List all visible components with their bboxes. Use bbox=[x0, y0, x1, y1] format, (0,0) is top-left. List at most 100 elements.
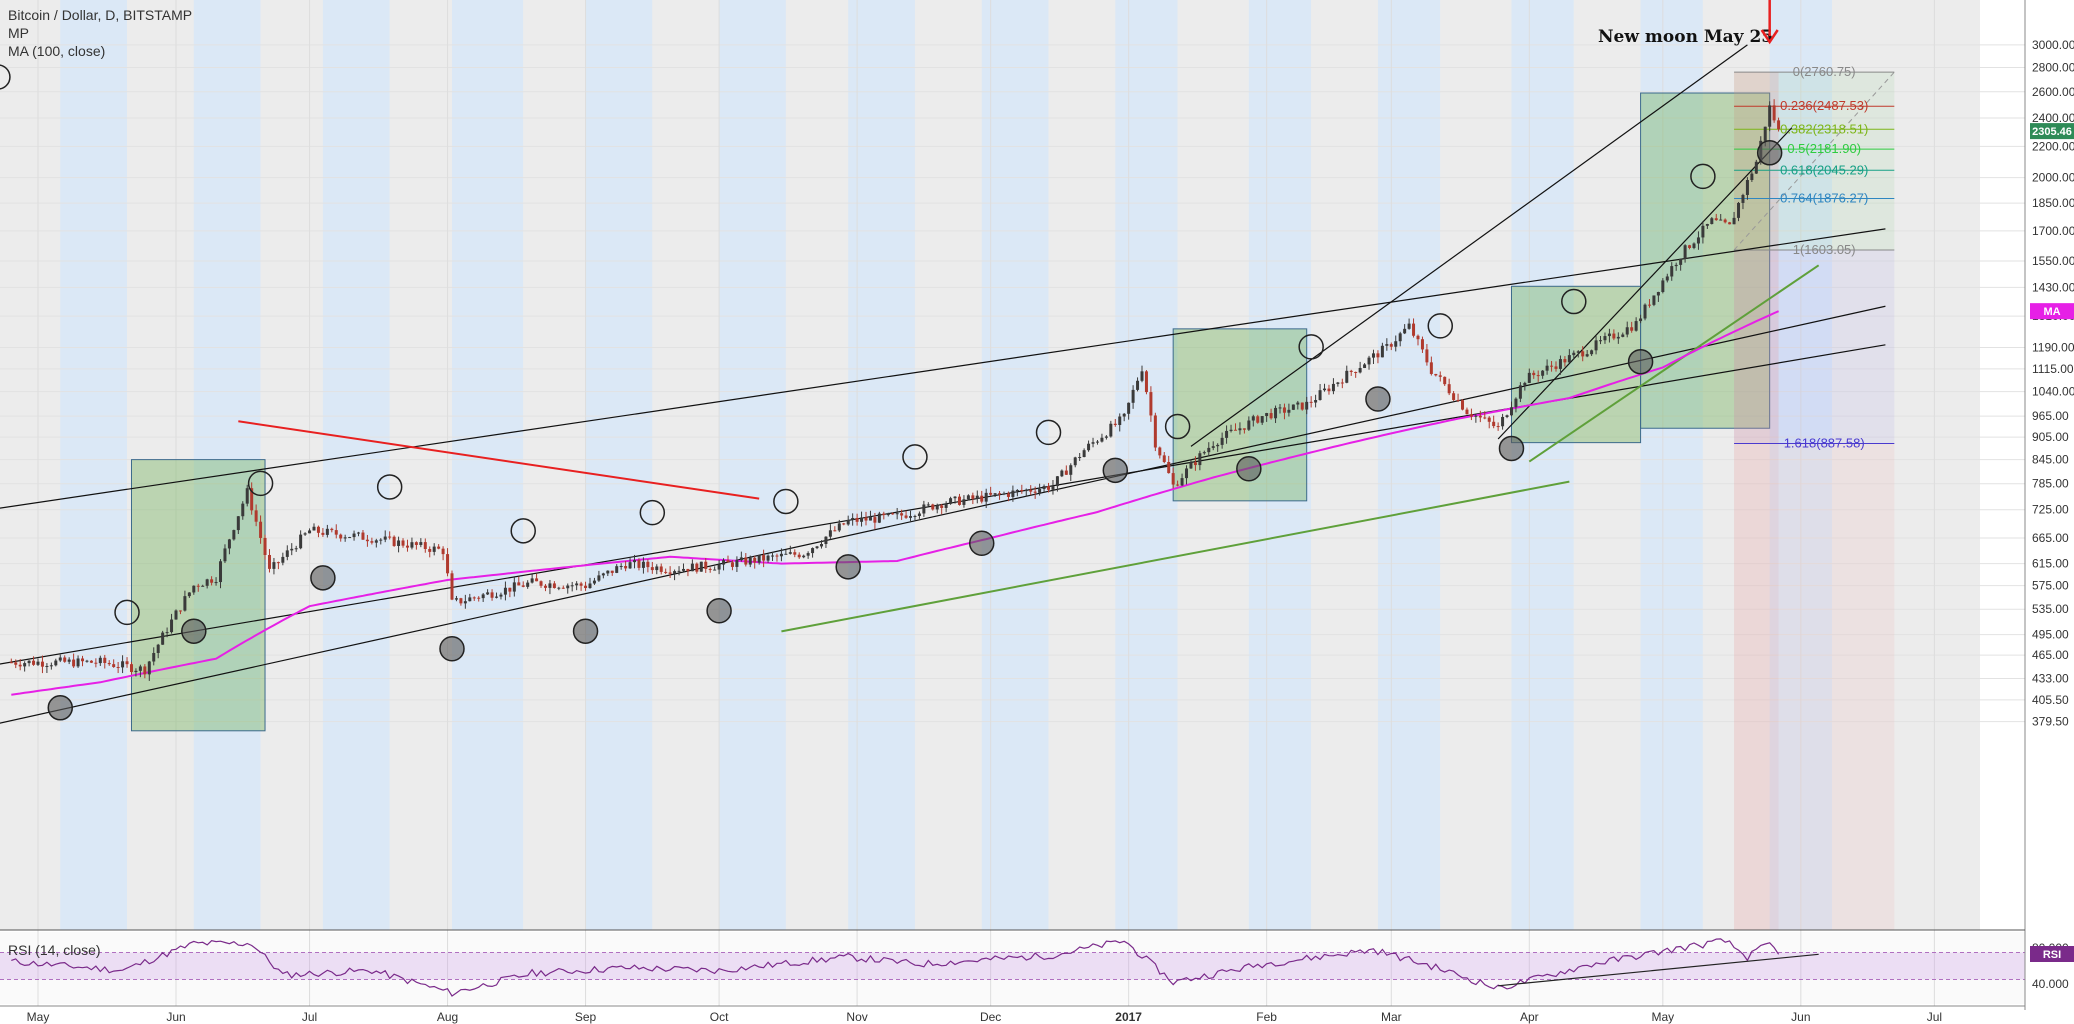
candle-body bbox=[521, 585, 525, 587]
rsi-legend: RSI (14, close) bbox=[8, 942, 101, 958]
candle-body bbox=[147, 661, 151, 675]
candle-body bbox=[1536, 375, 1540, 377]
candle-body bbox=[655, 566, 659, 571]
candle-body bbox=[1158, 447, 1162, 456]
candle-body bbox=[526, 582, 530, 587]
candle-body bbox=[1737, 202, 1741, 218]
y-tick-label: 379.50 bbox=[2032, 715, 2069, 729]
candle-body bbox=[784, 553, 788, 555]
fib-level-label: 1.618(887.58) bbox=[1784, 436, 1865, 451]
candle-body bbox=[1652, 295, 1656, 305]
candle-body bbox=[552, 583, 556, 589]
y-tick-label: 535.00 bbox=[2032, 602, 2069, 616]
candle-body bbox=[819, 544, 823, 547]
candle-body bbox=[143, 666, 147, 675]
moon-band bbox=[452, 0, 524, 930]
candle-body bbox=[1425, 349, 1429, 363]
candle-body bbox=[1532, 372, 1536, 376]
candle-body bbox=[1719, 219, 1723, 221]
candle-body bbox=[1572, 352, 1576, 356]
candle-body bbox=[953, 496, 957, 499]
candle-body bbox=[681, 568, 685, 571]
candle-body bbox=[975, 495, 979, 499]
ma-100-line bbox=[11, 310, 1779, 696]
candle-body bbox=[397, 540, 401, 546]
fib-level-label: 0(2760.75) bbox=[1793, 64, 1856, 79]
candle-body bbox=[361, 532, 365, 540]
candle-body bbox=[1242, 428, 1246, 430]
candle-body bbox=[490, 592, 494, 598]
candle-body bbox=[1354, 371, 1358, 373]
moon-band bbox=[1377, 0, 1441, 930]
candle-body bbox=[757, 555, 761, 563]
candle-body bbox=[1153, 415, 1157, 448]
candle-body bbox=[45, 665, 49, 667]
candle-body bbox=[196, 585, 200, 587]
candle-body bbox=[54, 660, 58, 666]
candle-body bbox=[129, 664, 133, 673]
candle-body bbox=[454, 598, 458, 600]
fib-diagonal bbox=[1733, 71, 1895, 251]
candle-body bbox=[1064, 470, 1068, 475]
candle-body bbox=[76, 658, 80, 667]
candle-body bbox=[183, 596, 187, 611]
candle-body bbox=[1398, 333, 1402, 342]
candle-body bbox=[419, 542, 423, 545]
candle-body bbox=[984, 492, 988, 502]
fib-level-label: 1(1603.05) bbox=[1793, 242, 1856, 257]
candle-body bbox=[23, 663, 27, 667]
candle-body bbox=[410, 542, 414, 548]
candle-body bbox=[650, 567, 654, 571]
candle-body bbox=[1256, 416, 1260, 423]
candle-body bbox=[1167, 461, 1171, 474]
candle-body bbox=[1639, 318, 1643, 322]
candle-body bbox=[1407, 323, 1411, 329]
candle-body bbox=[1434, 373, 1438, 376]
moon-band bbox=[193, 0, 261, 930]
candle-body bbox=[1376, 353, 1380, 358]
candle-body bbox=[1309, 401, 1313, 403]
candle-body bbox=[828, 530, 832, 537]
moon-band bbox=[60, 0, 128, 930]
candle-body bbox=[1189, 462, 1193, 469]
new-moon-marker bbox=[47, 695, 74, 721]
candle-body bbox=[365, 539, 369, 542]
candle-body bbox=[904, 515, 908, 518]
full-moon-marker bbox=[510, 518, 536, 544]
candle-body bbox=[1296, 402, 1300, 405]
candle-body bbox=[1193, 462, 1197, 466]
candle-body bbox=[1443, 376, 1447, 385]
candle-body bbox=[868, 517, 872, 521]
new-moon-marker bbox=[835, 554, 861, 580]
candle-body bbox=[797, 554, 801, 558]
candle-body bbox=[1745, 180, 1749, 195]
x-tick-label: Mar bbox=[1381, 1010, 1402, 1024]
candle-body bbox=[1554, 366, 1558, 369]
candle-body bbox=[1225, 430, 1229, 438]
candle-body bbox=[1091, 442, 1095, 444]
y-tick-label: 2000.00 bbox=[2032, 171, 2074, 185]
candle-body bbox=[503, 587, 507, 595]
candle-body bbox=[535, 578, 539, 582]
symbol-title: Bitcoin / Dollar, D, BITSTAMP bbox=[8, 7, 193, 23]
candle-body bbox=[1087, 443, 1091, 451]
candle-body bbox=[1198, 453, 1202, 466]
candle-body bbox=[63, 657, 67, 662]
moon-band bbox=[585, 0, 653, 930]
candle-body bbox=[1345, 370, 1349, 383]
candle-body bbox=[624, 566, 628, 569]
x-tick-label: Jul bbox=[1927, 1010, 1942, 1024]
candle-body bbox=[1042, 486, 1046, 490]
candle-body bbox=[619, 566, 623, 568]
candle-body bbox=[1492, 421, 1496, 427]
candle-body bbox=[174, 610, 178, 620]
rsi-trend-line bbox=[1498, 953, 1819, 987]
x-tick-label: Sep bbox=[575, 1010, 597, 1024]
candle-body bbox=[1118, 416, 1122, 425]
fibonacci-retracement[interactable]: 0(2760.75) 0.236(2487.53) 0.382(2318.51) 0.… bbox=[1733, 64, 1895, 931]
candle-body bbox=[566, 585, 570, 589]
candle-body bbox=[917, 513, 921, 517]
x-tick-label: Apr bbox=[1520, 1010, 1539, 1024]
y-tick-label: 1700.00 bbox=[2032, 224, 2074, 238]
